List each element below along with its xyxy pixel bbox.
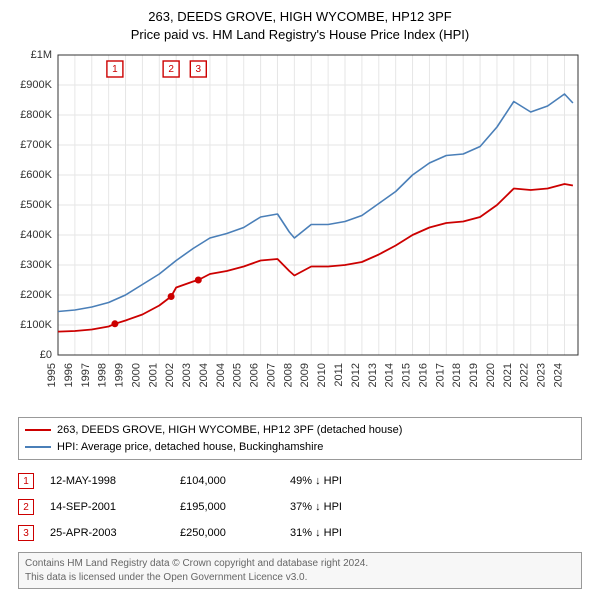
x-tick-label: 2021 <box>502 363 514 387</box>
sale-diff: 37% ↓ HPI <box>290 501 400 513</box>
x-tick-label: 2005 <box>232 363 244 387</box>
x-tick-label: 2006 <box>249 363 261 387</box>
x-tick-label: 1996 <box>63 363 75 387</box>
x-tick-label: 2000 <box>130 363 142 387</box>
x-tick-label: 2011 <box>333 363 345 387</box>
legend-swatch <box>25 429 51 431</box>
sale-marker: 2 <box>18 499 34 515</box>
sale-diff: 49% ↓ HPI <box>290 475 400 487</box>
x-tick-label: 2016 <box>417 363 429 387</box>
x-tick-label: 2017 <box>434 363 446 387</box>
sale-dot <box>111 320 118 327</box>
y-tick-label: £900K <box>20 79 52 91</box>
x-tick-label: 2003 <box>181 363 193 387</box>
x-tick-label: 2014 <box>384 363 396 387</box>
x-tick-label: 2023 <box>536 363 548 387</box>
chart-title: 263, DEEDS GROVE, HIGH WYCOMBE, HP12 3PF… <box>10 8 590 43</box>
x-tick-label: 2010 <box>316 363 328 387</box>
x-tick-label: 2019 <box>468 363 480 387</box>
title-line-1: 263, DEEDS GROVE, HIGH WYCOMBE, HP12 3PF <box>148 9 451 24</box>
sale-marker: 1 <box>18 473 34 489</box>
sale-marker-num: 2 <box>168 64 174 75</box>
page-container: 263, DEEDS GROVE, HIGH WYCOMBE, HP12 3PF… <box>0 0 600 601</box>
y-tick-label: £300K <box>20 259 52 271</box>
x-tick-label: 2015 <box>401 363 413 387</box>
sale-date: 14-SEP-2001 <box>50 501 180 513</box>
sale-dot <box>168 293 175 300</box>
legend-box: 263, DEEDS GROVE, HIGH WYCOMBE, HP12 3PF… <box>18 417 582 460</box>
x-tick-label: 2008 <box>282 363 294 387</box>
x-tick-label: 1997 <box>80 363 92 387</box>
sale-diff: 31% ↓ HPI <box>290 527 400 539</box>
legend-label: 263, DEEDS GROVE, HIGH WYCOMBE, HP12 3PF… <box>57 422 402 439</box>
y-tick-label: £700K <box>20 139 52 151</box>
x-tick-label: 2018 <box>451 363 463 387</box>
x-tick-label: 2007 <box>265 363 277 387</box>
x-tick-label: 2004 <box>215 363 227 387</box>
x-tick-label: 2009 <box>299 363 311 387</box>
sales-table: 1 12-MAY-1998£104,00049% ↓ HPI 2 14-SEP-200… <box>18 468 582 546</box>
x-tick-label: 2012 <box>350 363 362 387</box>
y-tick-label: £1M <box>31 49 52 61</box>
x-tick-label: 2004 <box>198 363 210 387</box>
x-tick-label: 1998 <box>97 363 109 387</box>
chart-svg: 1995 1996 1997 1998 1999 2000 2001 2002 2003 2004… <box>10 47 590 407</box>
sale-row: 2 14-SEP-2001£195,00037% ↓ HPI <box>18 494 582 520</box>
sale-row: 1 12-MAY-1998£104,00049% ↓ HPI <box>18 468 582 494</box>
x-tick-label: 2002 <box>164 363 176 387</box>
x-tick-label: 2013 <box>367 363 379 387</box>
legend-row: HPI: Average price, detached house, Buck… <box>25 439 575 456</box>
legend-swatch <box>25 446 51 448</box>
sale-marker: 3 <box>18 525 34 541</box>
y-tick-label: £200K <box>20 289 52 301</box>
y-tick-label: £800K <box>20 109 52 121</box>
sale-marker-num: 3 <box>196 64 202 75</box>
y-tick-label: £600K <box>20 169 52 181</box>
x-tick-label: 1995 <box>46 363 58 387</box>
legend-label: HPI: Average price, detached house, Buck… <box>57 439 323 456</box>
x-tick-label: 2022 <box>519 363 531 387</box>
x-tick-label: 2024 <box>552 363 564 387</box>
sale-dot <box>195 277 202 284</box>
sale-date: 25-APR-2003 <box>50 527 180 539</box>
legend-row: 263, DEEDS GROVE, HIGH WYCOMBE, HP12 3PF… <box>25 422 575 439</box>
sale-price: £104,000 <box>180 475 290 487</box>
chart-area: 1995 1996 1997 1998 1999 2000 2001 2002 2003 2004… <box>10 47 590 407</box>
x-tick-label: 1999 <box>114 363 126 387</box>
footer-line-1: Contains HM Land Registry data © Crown c… <box>25 557 575 571</box>
footer-box: Contains HM Land Registry data © Crown c… <box>18 552 582 589</box>
sale-date: 12-MAY-1998 <box>50 475 180 487</box>
y-tick-label: £0 <box>40 349 52 361</box>
x-tick-label: 2020 <box>485 363 497 387</box>
y-tick-label: £400K <box>20 229 52 241</box>
sale-row: 3 25-APR-2003£250,00031% ↓ HPI <box>18 520 582 546</box>
title-line-2: Price paid vs. HM Land Registry's House … <box>131 27 469 42</box>
x-tick-label: 2001 <box>147 363 159 387</box>
sale-price: £250,000 <box>180 527 290 539</box>
footer-line-2: This data is licensed under the Open Gov… <box>25 571 575 585</box>
sale-price: £195,000 <box>180 501 290 513</box>
y-tick-label: £100K <box>20 319 52 331</box>
sale-marker-num: 1 <box>112 64 118 75</box>
y-tick-label: £500K <box>20 199 52 211</box>
